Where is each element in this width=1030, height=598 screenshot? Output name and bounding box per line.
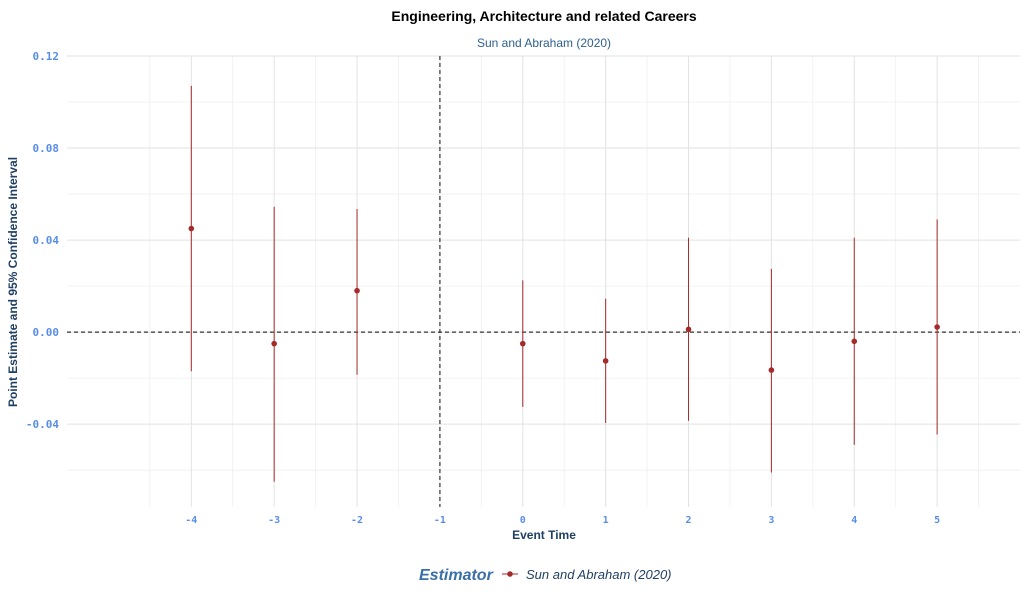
- chart-subtitle: Sun and Abraham (2020): [477, 36, 611, 50]
- point-estimate: [354, 287, 360, 294]
- legend-label: Sun and Abraham (2020): [526, 567, 672, 582]
- legend: Estimator Sun and Abraham (2020): [419, 567, 672, 584]
- y-axis-label: Point Estimate and 95% Confidence Interv…: [6, 157, 20, 407]
- point-estimate: [685, 326, 692, 333]
- legend-title: Estimator: [419, 567, 494, 584]
- point-estimate: [519, 340, 526, 347]
- x-tick-label: 2: [686, 515, 692, 526]
- point-estimate: [602, 358, 609, 364]
- x-tick-label: 5: [934, 515, 940, 526]
- x-axis-label: Event Time: [512, 528, 576, 542]
- point-estimates: [188, 225, 940, 373]
- x-tick-label: 4: [851, 515, 857, 526]
- reference-lines: [67, 56, 1020, 507]
- x-tick-label: 0: [520, 515, 526, 526]
- point-estimate: [768, 367, 775, 373]
- x-tick-label: -2: [351, 515, 363, 526]
- point-estimate: [188, 225, 195, 232]
- x-tick-label: 1: [603, 515, 609, 526]
- y-tick-label: 0.12: [33, 50, 60, 63]
- x-tick-label: -3: [268, 515, 280, 526]
- y-tick-label: 0.00: [33, 326, 60, 339]
- point-estimate: [934, 324, 940, 330]
- point-estimate: [271, 340, 277, 347]
- y-tick-label: 0.08: [33, 142, 60, 155]
- y-tick-label: 0.04: [33, 234, 60, 247]
- y-tick-label: -0.04: [26, 418, 59, 431]
- y-tick-labels: -0.04 0.00 0.04 0.08 0.12: [26, 50, 59, 431]
- grid-layer: [67, 55, 1020, 507]
- x-tick-label: 3: [768, 515, 774, 526]
- chart-title: Engineering, Architecture and related Ca…: [391, 8, 696, 24]
- point-estimate: [851, 338, 858, 345]
- legend-key-point: [507, 571, 513, 577]
- x-tick-label: -4: [185, 515, 197, 526]
- x-tick-label: -1: [434, 515, 446, 526]
- x-tick-labels: -4 -3 -2 -1 0 1 2 3 4 5: [185, 515, 940, 526]
